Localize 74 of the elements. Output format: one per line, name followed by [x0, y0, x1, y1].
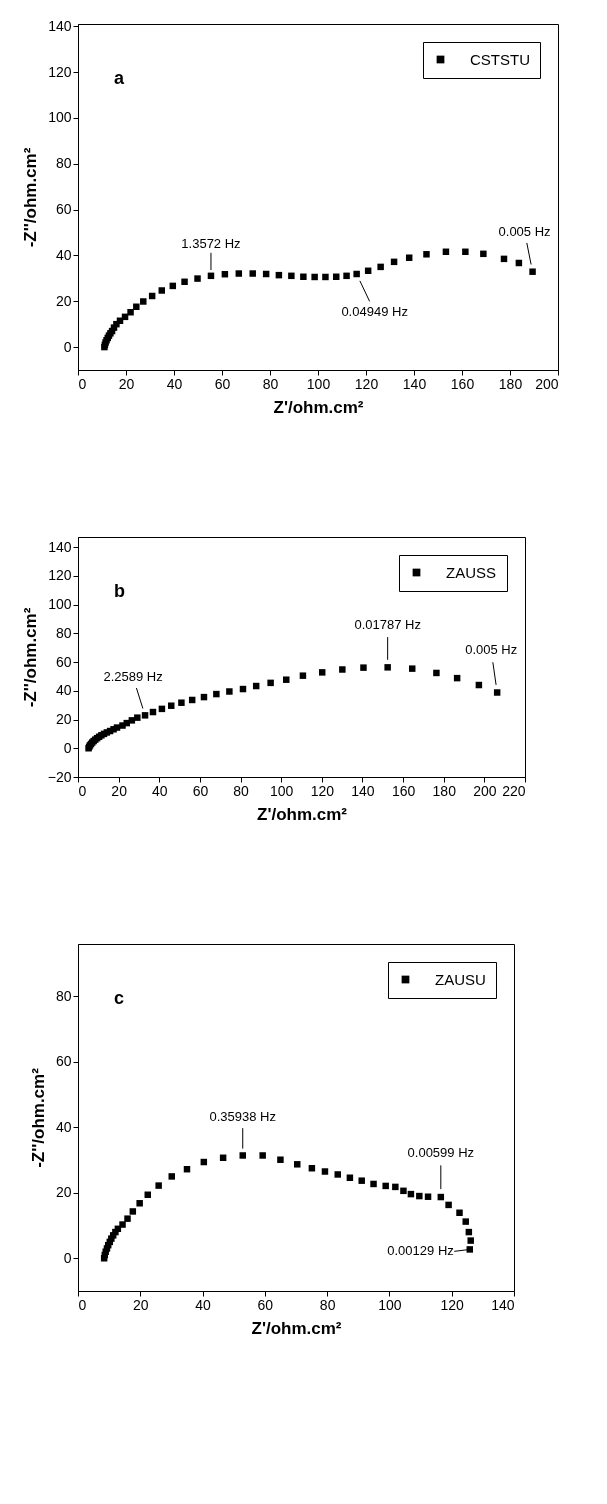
x-tick-label: 200	[473, 782, 497, 799]
y-tick-label: 20	[55, 292, 72, 309]
y-tick-label: 80	[55, 624, 72, 641]
y-tick-label: 60	[55, 201, 72, 218]
y-tick-label: 120	[48, 567, 72, 584]
x-tick-label: 0	[78, 1296, 87, 1313]
y-tick-label: 140	[48, 538, 72, 555]
y-axis-title: -Z''/ohm.cm²	[21, 147, 41, 248]
x-tick-label: 120	[354, 375, 379, 392]
annotation: a	[114, 68, 125, 88]
x-tick-label: 80	[319, 1296, 336, 1313]
x-tick-label: 20	[118, 375, 135, 392]
x-tick-label: 0	[78, 375, 87, 392]
y-tick-label: 120	[48, 63, 72, 80]
x-tick-label: 20	[133, 1296, 149, 1313]
annotation: 0.005 Hz	[498, 223, 551, 239]
annotation: 2.2589 Hz	[103, 669, 163, 685]
x-tick-label: 40	[151, 782, 168, 799]
x-tick-label: 60	[257, 1296, 274, 1313]
y-tick-label: 80	[55, 987, 72, 1004]
y-tick-label: 40	[55, 682, 72, 699]
annotation: 0.01787 Hz	[354, 617, 421, 633]
x-tick-label: 80	[262, 375, 279, 392]
annotation: 1.3572 Hz	[181, 235, 241, 251]
y-tick-label: 60	[55, 1053, 72, 1070]
x-tick-label: 120	[310, 782, 335, 799]
x-tick-label: 60	[214, 375, 231, 392]
x-tick-label: 80	[233, 782, 250, 799]
y-axis-title: -Z''/ohm.cm²	[20, 607, 40, 708]
y-tick-label: 40	[55, 1118, 72, 1135]
x-tick-label: 100	[306, 375, 331, 392]
x-tick-label: 180	[432, 782, 457, 799]
annotation: 0.00129 Hz	[387, 1243, 454, 1259]
x-tick-label: 100	[378, 1296, 402, 1313]
x-tick-label: 40	[166, 375, 183, 392]
x-tick-label: 0	[78, 782, 87, 799]
y-tick-label: 0	[63, 338, 72, 355]
x-tick-label: 60	[192, 782, 209, 799]
y-tick-label: 80	[55, 155, 72, 172]
x-tick-label: 140	[351, 782, 375, 799]
y-tick-label: 40	[55, 246, 72, 263]
annotation: 0.04949 Hz	[341, 303, 408, 319]
y-tick-label: 20	[55, 711, 72, 728]
x-tick-label: 100	[270, 782, 294, 799]
x-tick-label: 140	[402, 375, 427, 392]
x-axis-title: Z'/ohm.cm²	[257, 804, 348, 824]
x-tick-label: 160	[450, 375, 475, 392]
x-tick-label: 140	[491, 1296, 515, 1313]
annotation: 0.005 Hz	[465, 642, 518, 658]
annotation: 0.00599 Hz	[407, 1145, 475, 1161]
y-tick-label: 20	[55, 1184, 72, 1201]
legend-label: ZAUSS	[446, 563, 497, 581]
annotation: 0.35938 Hz	[209, 1109, 276, 1125]
y-tick-label: 100	[48, 596, 72, 613]
x-tick-label: 160	[391, 782, 416, 799]
y-tick-label: 100	[48, 109, 72, 126]
x-tick-label: 120	[440, 1296, 465, 1313]
annotation: c	[114, 988, 125, 1008]
y-tick-label: −20	[47, 768, 72, 785]
annotation: b	[114, 581, 125, 601]
legend-label: ZAUSU	[435, 970, 486, 988]
y-axis-title: -Z''/ohm.cm²	[28, 1067, 48, 1168]
x-axis-title: Z'/ohm.cm²	[273, 397, 364, 417]
x-tick-label: 200	[535, 375, 559, 392]
x-tick-label: 180	[498, 375, 523, 392]
x-tick-label: 20	[111, 782, 128, 799]
y-tick-label: 0	[63, 1249, 72, 1266]
y-tick-label: 60	[55, 653, 72, 670]
x-axis-title: Z'/ohm.cm²	[251, 1318, 342, 1338]
y-tick-label: 140	[48, 17, 72, 34]
x-tick-label: 220	[502, 782, 526, 799]
legend-label: CSTSTU	[470, 50, 530, 68]
x-tick-label: 40	[195, 1296, 212, 1313]
y-tick-label: 0	[63, 739, 72, 756]
